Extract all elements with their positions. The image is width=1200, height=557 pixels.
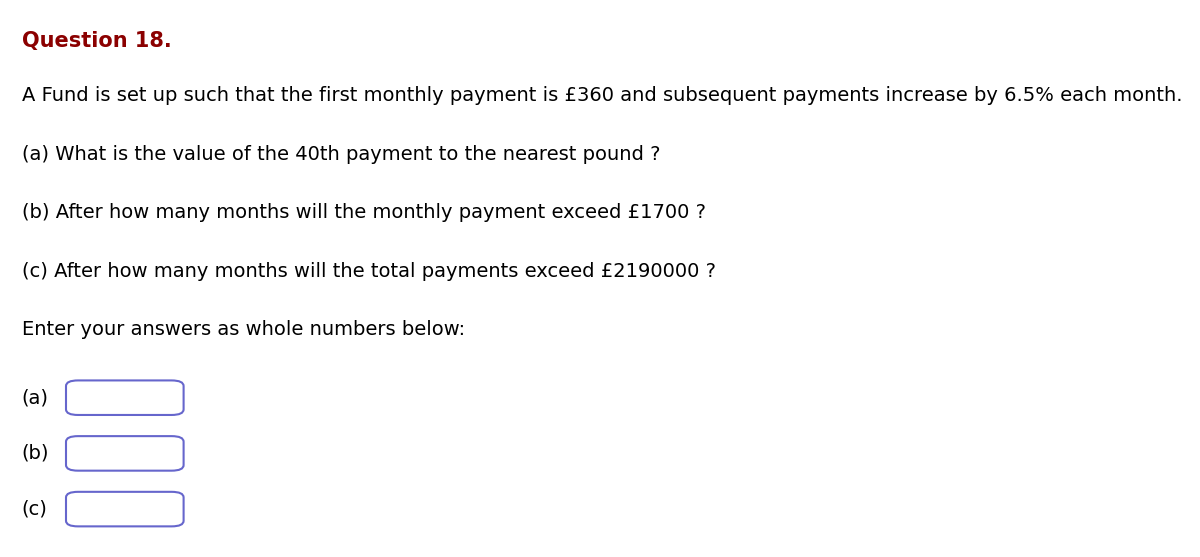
Text: (c) After how many months will the total payments exceed £2190000 ?: (c) After how many months will the total… (22, 262, 715, 281)
Text: (c): (c) (22, 500, 48, 519)
FancyBboxPatch shape (66, 436, 184, 471)
Text: A Fund is set up such that the first monthly payment is £360 and subsequent paym: A Fund is set up such that the first mon… (22, 86, 1182, 105)
FancyBboxPatch shape (66, 380, 184, 415)
Text: (b): (b) (22, 444, 49, 463)
Text: (a): (a) (22, 388, 48, 407)
Text: (b) After how many months will the monthly payment exceed £1700 ?: (b) After how many months will the month… (22, 203, 706, 222)
Text: (a) What is the value of the 40th payment to the nearest pound ?: (a) What is the value of the 40th paymen… (22, 145, 660, 164)
FancyBboxPatch shape (66, 492, 184, 526)
Text: Question 18.: Question 18. (22, 31, 172, 51)
Text: Enter your answers as whole numbers below:: Enter your answers as whole numbers belo… (22, 320, 464, 339)
